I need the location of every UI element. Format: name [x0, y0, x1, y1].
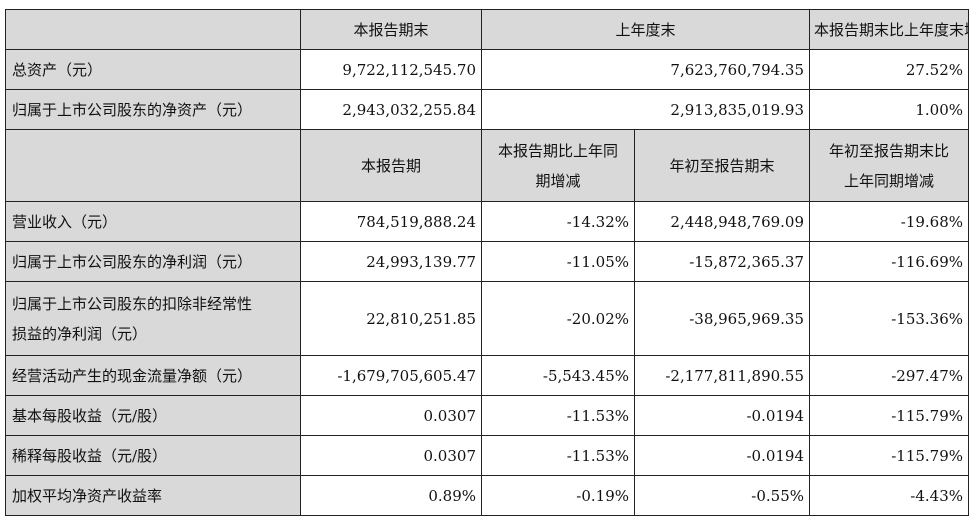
- header-yoy-change: 本报告期比上年同 期增减: [481, 129, 635, 202]
- table-row: 归属于上市公司股东的扣除非经常性 损益的净利润（元） 22,810,251.85…: [5, 281, 970, 356]
- value-cell: 784,519,888.24: [300, 201, 482, 242]
- value-cell: -11.53%: [481, 435, 635, 476]
- value-cell: -1,679,705,605.47: [300, 355, 482, 396]
- value-cell: -5,543.45%: [481, 355, 635, 396]
- value-cell: 2,448,948,769.09: [633, 201, 811, 242]
- value-cell: -0.0194: [633, 395, 811, 436]
- header-current-period: 本报告期: [300, 129, 482, 202]
- header-change: 本报告期末比上年度末增减: [809, 9, 970, 50]
- value-cell: -0.19%: [481, 475, 635, 516]
- value-cell: 9,722,112,545.70: [300, 49, 482, 90]
- value-cell: -20.02%: [481, 281, 635, 356]
- value-cell: 1.00%: [809, 89, 970, 130]
- value-cell: 27.52%: [809, 49, 970, 90]
- row-label: 加权平均净资产收益率: [5, 475, 301, 516]
- value-cell: -15,872,365.37: [633, 241, 811, 282]
- financial-table: 本报告期末 上年度末 本报告期末比上年度末增减 总资产（元） 9,722,112…: [5, 9, 970, 516]
- row-label: 归属于上市公司股东的净资产（元）: [5, 89, 301, 130]
- value-cell: 0.0307: [300, 435, 482, 476]
- financial-summary: 本报告期末 上年度末 本报告期末比上年度末增减 总资产（元） 9,722,112…: [5, 9, 970, 516]
- header-ytd: 年初至报告期末: [633, 129, 811, 202]
- value-cell: -0.0194: [633, 435, 811, 476]
- value-cell: -115.79%: [809, 395, 970, 436]
- row-label: 归属于上市公司股东的净利润（元）: [5, 241, 301, 282]
- value-cell: -115.79%: [809, 435, 970, 476]
- corner-cell: [5, 129, 301, 202]
- value-cell: -19.68%: [809, 201, 970, 242]
- value-cell: 7,623,760,794.35: [480, 49, 811, 90]
- balance-header-row: 本报告期末 上年度末 本报告期末比上年度末增减: [5, 9, 970, 50]
- header-ytd-change: 年初至报告期末比 上年同期增减: [809, 129, 970, 202]
- row-label: 基本每股收益（元/股）: [5, 395, 301, 436]
- value-cell: 24,993,139.77: [300, 241, 482, 282]
- corner-cell: [5, 9, 301, 50]
- value-cell: -11.53%: [481, 395, 635, 436]
- table-row: 归属于上市公司股东的净利润（元） 24,993,139.77 -11.05% -…: [5, 241, 970, 282]
- value-cell: -297.47%: [809, 355, 970, 396]
- row-label: 总资产（元）: [5, 49, 301, 90]
- value-cell: -0.55%: [633, 475, 811, 516]
- value-cell: -38,965,969.35: [633, 281, 811, 356]
- value-cell: 0.0307: [300, 395, 482, 436]
- header-prior-year-end: 上年度末: [480, 9, 811, 50]
- value-cell: 22,810,251.85: [300, 281, 482, 356]
- value-cell: -2,177,811,890.55: [633, 355, 811, 396]
- row-label: 经营活动产生的现金流量净额（元）: [5, 355, 301, 396]
- value-cell: -4.43%: [809, 475, 970, 516]
- table-row: 总资产（元） 9,722,112,545.70 7,623,760,794.35…: [5, 49, 970, 90]
- table-row: 加权平均净资产收益率 0.89% -0.19% -0.55% -4.43%: [5, 475, 970, 516]
- value-cell: 2,943,032,255.84: [300, 89, 482, 130]
- table-row: 稀释每股收益（元/股） 0.0307 -11.53% -0.0194 -115.…: [5, 435, 970, 476]
- value-cell: 2,913,835,019.93: [480, 89, 811, 130]
- table-row: 经营活动产生的现金流量净额（元） -1,679,705,605.47 -5,54…: [5, 355, 970, 396]
- value-cell: -116.69%: [809, 241, 970, 282]
- value-cell: -11.05%: [481, 241, 635, 282]
- table-row: 基本每股收益（元/股） 0.0307 -11.53% -0.0194 -115.…: [5, 395, 970, 436]
- income-header-row: 本报告期 本报告期比上年同 期增减 年初至报告期末 年初至报告期末比 上年同期增…: [5, 129, 970, 202]
- value-cell: -14.32%: [481, 201, 635, 242]
- value-cell: -153.36%: [809, 281, 970, 356]
- header-period-end: 本报告期末: [300, 9, 482, 50]
- table-row: 营业收入（元） 784,519,888.24 -14.32% 2,448,948…: [5, 201, 970, 242]
- row-label: 归属于上市公司股东的扣除非经常性 损益的净利润（元）: [5, 281, 301, 356]
- table-row: 归属于上市公司股东的净资产（元） 2,943,032,255.84 2,913,…: [5, 89, 970, 130]
- row-label: 营业收入（元）: [5, 201, 301, 242]
- row-label: 稀释每股收益（元/股）: [5, 435, 301, 476]
- value-cell: 0.89%: [300, 475, 482, 516]
